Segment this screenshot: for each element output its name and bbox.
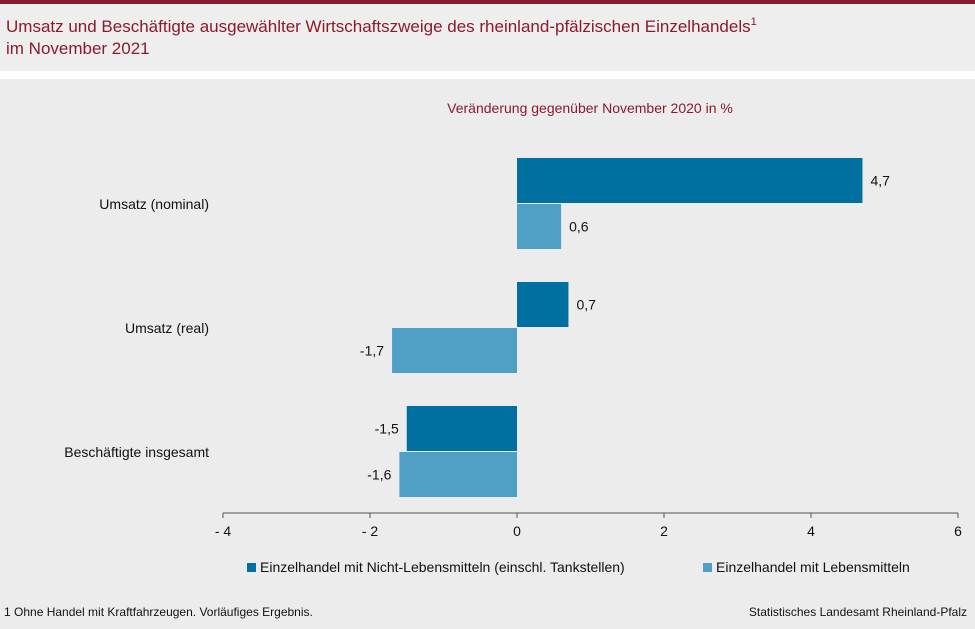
data-label: -1,6 <box>367 467 391 483</box>
x-tick-label: 4 <box>807 523 815 539</box>
footnote: 1 Ohne Handel mit Kraftfahrzeugen. Vorlä… <box>4 605 313 619</box>
legend-swatch-series-1 <box>247 563 256 572</box>
legend-item-series-1: Einzelhandel mit Nicht-Lebensmitteln (ei… <box>247 559 625 575</box>
category-label: Umsatz (real) <box>125 320 209 336</box>
legend-label-series-1: Einzelhandel mit Nicht-Lebensmitteln (ei… <box>260 559 625 575</box>
data-label: 0,6 <box>569 219 589 235</box>
data-label: 4,7 <box>870 173 890 189</box>
category-label: Umsatz (nominal) <box>99 196 209 212</box>
data-label: -1,7 <box>360 343 384 359</box>
bar <box>392 328 517 373</box>
chart-subtitle: Veränderung gegenüber November 2020 in % <box>447 100 733 116</box>
header: Umsatz und Beschäftigte ausgewählter Wir… <box>0 4 975 71</box>
x-tick-label: 0 <box>513 523 521 539</box>
legend-swatch-series-2 <box>703 563 712 572</box>
x-tick-label: - 4 <box>215 523 232 539</box>
title-line-2: im November 2021 <box>6 39 150 58</box>
title-footnote-mark: 1 <box>750 16 757 28</box>
bar <box>399 452 517 497</box>
top-rule <box>0 0 975 4</box>
bar <box>517 204 562 249</box>
x-tick-label: - 2 <box>362 523 379 539</box>
bar <box>406 406 517 451</box>
legend-item-series-2: Einzelhandel mit Lebensmitteln <box>703 559 910 575</box>
title-line-1: Umsatz und Beschäftigte ausgewählter Wir… <box>6 17 751 36</box>
legend-label-series-2: Einzelhandel mit Lebensmitteln <box>716 559 910 575</box>
x-tick-label: 2 <box>660 523 668 539</box>
bar <box>517 282 569 327</box>
data-label: 0,7 <box>576 297 596 313</box>
bar <box>517 158 863 203</box>
category-label: Beschäftigte insgesamt <box>64 444 209 460</box>
header-divider <box>0 71 975 79</box>
x-tick-label: 6 <box>954 523 962 539</box>
source-credit: Statistisches Landesamt Rheinland-Pfalz <box>748 605 967 619</box>
chart-title: Umsatz und Beschäftigte ausgewählter Wir… <box>6 16 757 60</box>
data-label: -1,5 <box>375 421 399 437</box>
